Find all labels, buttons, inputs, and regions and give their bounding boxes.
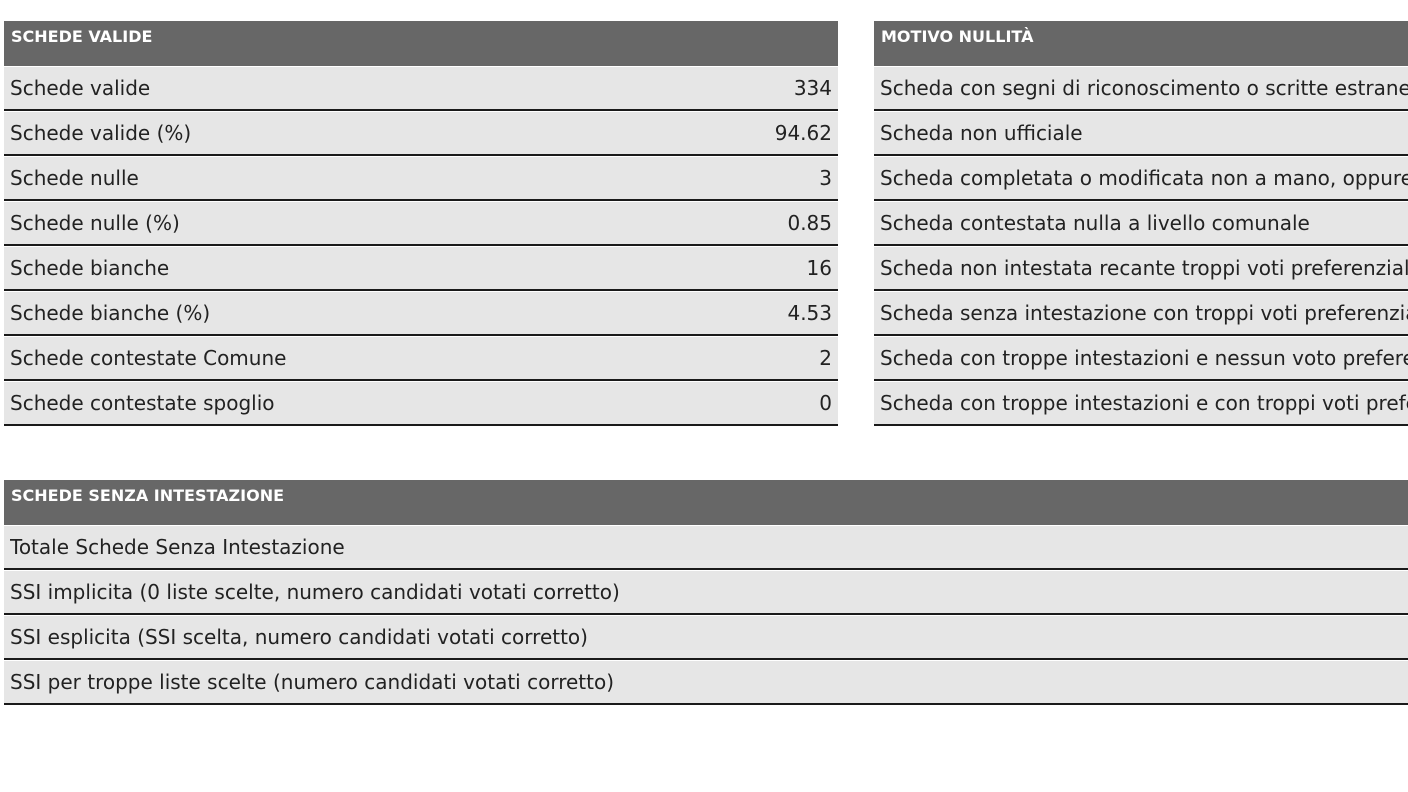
table-row: Totale Schede Senza Intestazione — [4, 526, 1408, 570]
table-row: Scheda senza intestazione con troppi vot… — [874, 292, 1408, 336]
row-label: Scheda senza intestazione con troppi vot… — [880, 301, 1408, 325]
row-label: Schede bianche (%) — [10, 301, 211, 325]
table-row: Schede contestate Comune 2 — [4, 337, 838, 381]
row-label: Scheda non ufficiale — [880, 121, 1083, 145]
row-value: 0 — [819, 391, 832, 415]
row-label: Schede nulle — [10, 166, 139, 190]
row-value: 4.53 — [787, 301, 832, 325]
table-row: Schede valide 334 — [4, 67, 838, 111]
table-row: Schede valide (%) 94.62 — [4, 112, 838, 156]
row-label: Schede valide (%) — [10, 121, 192, 145]
row-label: Schede valide — [10, 76, 151, 100]
row-label: Scheda con troppe intestazioni e con tro… — [880, 391, 1408, 415]
schede-senza-intestazione-header: SCHEDE SENZA INTESTAZIONE — [4, 480, 1408, 526]
row-label: Schede contestate spoglio — [10, 391, 275, 415]
table-row: Scheda non ufficiale — [874, 112, 1408, 156]
table-row: Scheda con troppe intestazioni e con tro… — [874, 382, 1408, 426]
table-row: Scheda con troppe intestazioni e nessun … — [874, 337, 1408, 381]
table-row: Schede contestate spoglio 0 — [4, 382, 838, 426]
row-value: 0.85 — [787, 211, 832, 235]
table-row: SSI implicita (0 liste scelte, numero ca… — [4, 571, 1408, 615]
row-label: SSI implicita (0 liste scelte, numero ca… — [10, 580, 620, 604]
table-row: Schede bianche (%) 4.53 — [4, 292, 838, 336]
table-row: Schede nulle (%) 0.85 — [4, 202, 838, 246]
row-label: Totale Schede Senza Intestazione — [10, 535, 345, 559]
row-label: Schede contestate Comune — [10, 346, 287, 370]
table-row: Schede nulle 3 — [4, 157, 838, 201]
table-row: SSI per troppe liste scelte (numero cand… — [4, 661, 1408, 705]
row-value: 94.62 — [774, 121, 832, 145]
schede-senza-intestazione-table: SCHEDE SENZA INTESTAZIONE Totale Schede … — [4, 480, 1408, 706]
row-label: Schede bianche — [10, 256, 170, 280]
table-row: SSI esplicita (SSI scelta, numero candid… — [4, 616, 1408, 660]
row-label: Scheda completata o modificata non a man… — [880, 166, 1408, 190]
table-row: Scheda con segni di riconoscimento o scr… — [874, 67, 1408, 111]
schede-valide-header: SCHEDE VALIDE — [4, 21, 838, 67]
table-row: Scheda contestata nulla a livello comuna… — [874, 202, 1408, 246]
table-row: Schede bianche 16 — [4, 247, 838, 291]
row-value: 2 — [819, 346, 832, 370]
row-value: 3 — [819, 166, 832, 190]
motivo-nullita-table: MOTIVO NULLITÀ Scheda con segni di ricon… — [874, 21, 1408, 427]
row-value: 334 — [793, 76, 832, 100]
motivo-nullita-header: MOTIVO NULLITÀ — [874, 21, 1408, 67]
table-row: Scheda non intestata recante troppi voti… — [874, 247, 1408, 291]
row-label: Scheda non intestata recante troppi voti… — [880, 256, 1408, 280]
row-label: Schede nulle (%) — [10, 211, 180, 235]
row-label: Scheda contestata nulla a livello comuna… — [880, 211, 1310, 235]
row-value: 16 — [806, 256, 832, 280]
row-label: SSI esplicita (SSI scelta, numero candid… — [10, 625, 588, 649]
row-label: Scheda con segni di riconoscimento o scr… — [880, 76, 1408, 100]
row-label: SSI per troppe liste scelte (numero cand… — [10, 670, 615, 694]
row-label: Scheda con troppe intestazioni e nessun … — [880, 346, 1408, 370]
table-row: Scheda completata o modificata non a man… — [874, 157, 1408, 201]
schede-valide-table: SCHEDE VALIDE Schede valide 334 Schede v… — [4, 21, 838, 427]
